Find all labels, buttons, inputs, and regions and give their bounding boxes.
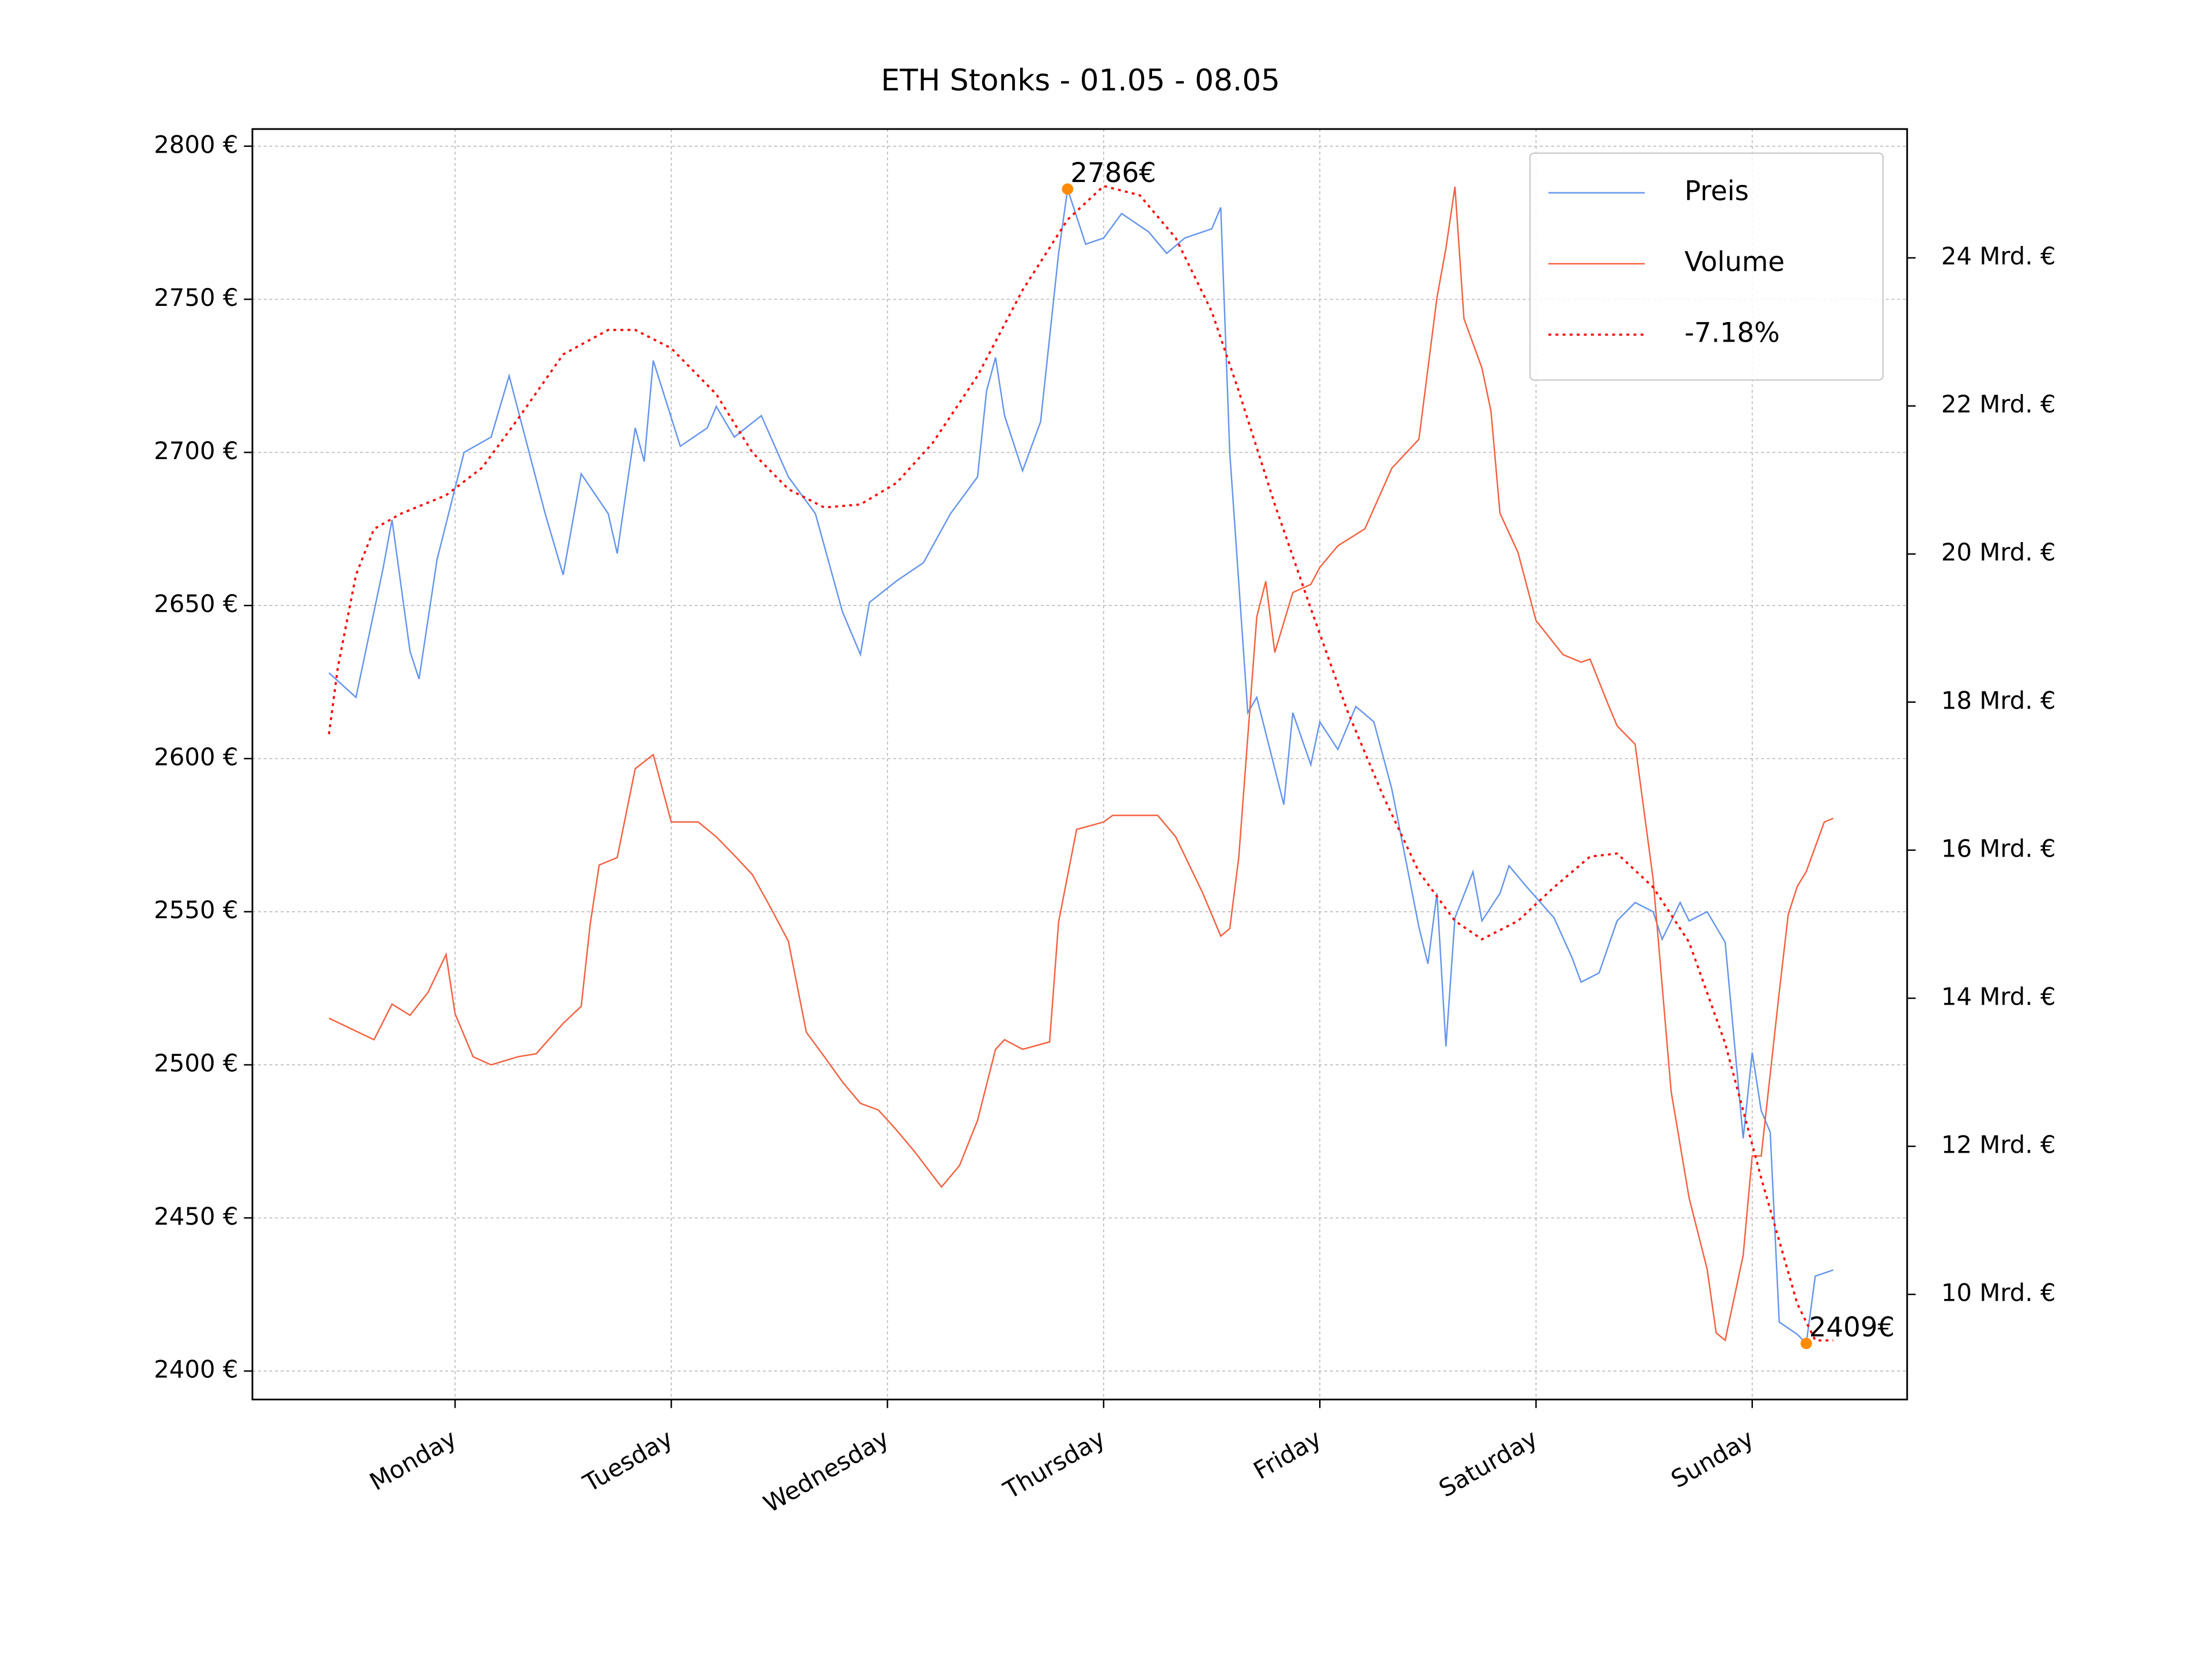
y2-tick-label: 14 Mrd. € xyxy=(1941,982,2056,1010)
legend-label: Volume xyxy=(1684,247,1785,278)
legend-label: Preis xyxy=(1684,176,1749,207)
y-tick-label: 2500 € xyxy=(154,1049,238,1077)
legend: Preis Volume -7.18% xyxy=(1529,152,1884,381)
y2-tick-label: 20 Mrd. € xyxy=(1941,538,2056,566)
y2-tick-label: 22 Mrd. € xyxy=(1941,390,2056,418)
series-line xyxy=(328,187,1834,1342)
y2-tick-label: 10 Mrd. € xyxy=(1941,1279,2056,1307)
plot-frame xyxy=(251,128,1908,1401)
annotation-marker xyxy=(1062,183,1074,195)
y-tick-label: 2750 € xyxy=(154,283,238,312)
annotation-label: 2409€ xyxy=(1809,1312,1895,1343)
annotation-marker xyxy=(1800,1338,1812,1350)
legend-box xyxy=(1529,152,1884,381)
y-tick-label: 2800 € xyxy=(154,130,238,158)
y2-tick-label: 24 Mrd. € xyxy=(1941,242,2056,270)
y-tick-label: 2700 € xyxy=(154,437,238,465)
y-tick-label: 2550 € xyxy=(154,896,238,924)
y2-tick-label: 12 Mrd. € xyxy=(1941,1130,2056,1158)
series-line xyxy=(328,184,1834,1342)
legend-label: -7.18% xyxy=(1684,317,1779,349)
y2-tick-label: 18 Mrd. € xyxy=(1941,686,2056,714)
chart-title: ETH Stonks - 01.05 - 08.05 xyxy=(881,63,1280,98)
y-tick-label: 2650 € xyxy=(154,590,238,618)
y2-tick-label: 16 Mrd. € xyxy=(1941,834,2056,862)
y-tick-label: 2400 € xyxy=(154,1355,238,1384)
y-tick-label: 2600 € xyxy=(154,743,238,771)
series-line xyxy=(328,188,1834,1345)
annotation-label: 2786€ xyxy=(1070,158,1156,189)
y-tick-label: 2450 € xyxy=(154,1202,238,1230)
